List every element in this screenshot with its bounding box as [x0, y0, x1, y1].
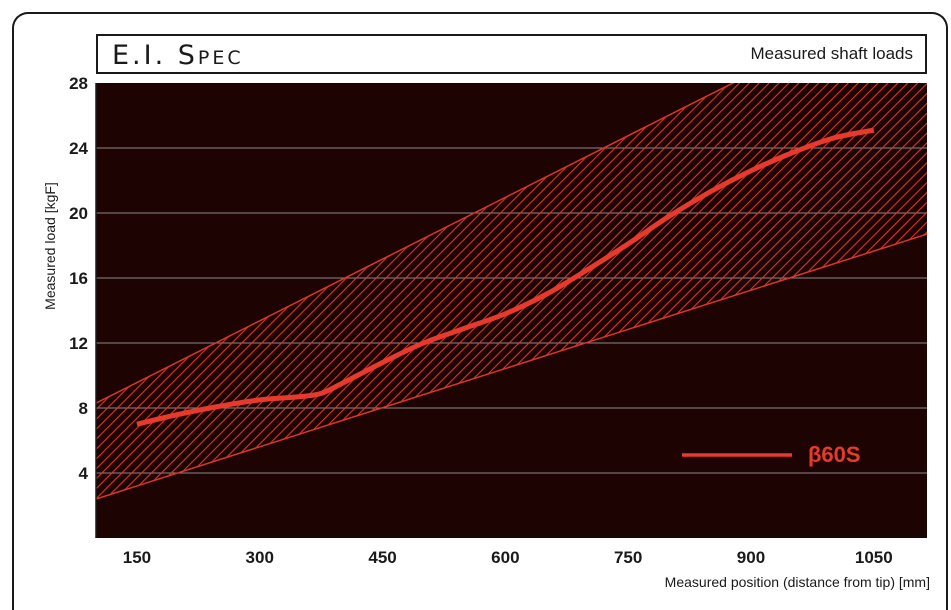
- band-edge-lower: [96, 233, 927, 500]
- band-edge-upper: [96, 83, 735, 404]
- chart-title: E.I. Spec: [112, 40, 244, 71]
- x-tick-label: 900: [737, 548, 765, 567]
- chart-frame: [12, 12, 948, 610]
- x-tick-label: 150: [123, 548, 151, 567]
- legend: β60S: [682, 442, 861, 467]
- x-tick-labels: 150 300 450 600 750 900 1050: [123, 548, 893, 567]
- y-axis-label: Measured load [kgF]: [42, 182, 58, 310]
- series-line-beta60s: [136, 127, 875, 427]
- x-axis-label: Measured position (distance from tip) [m…: [665, 574, 930, 590]
- x-tick-label: 750: [614, 548, 642, 567]
- x-tick-label: 600: [491, 548, 519, 567]
- y-tick-label: 12: [69, 334, 88, 353]
- y-tick-label: 8: [79, 399, 88, 418]
- y-tick-label: 20: [69, 204, 88, 223]
- y-tick-label: 4: [79, 464, 89, 483]
- y-tick-label: 16: [69, 269, 88, 288]
- x-tick-label: 300: [246, 548, 274, 567]
- y-tick-label: 24: [69, 139, 88, 158]
- x-tick-label: 1050: [855, 548, 893, 567]
- title-box: E.I. Spec Measured shaft loads: [96, 34, 927, 74]
- y-tick-labels: 4 8 12 16 20 24 28: [69, 74, 88, 483]
- chart-subtitle: Measured shaft loads: [750, 44, 913, 63]
- y-tick-label: 28: [69, 74, 88, 93]
- x-tick-label: 450: [368, 548, 396, 567]
- legend-label-beta60s: β60S: [808, 442, 861, 467]
